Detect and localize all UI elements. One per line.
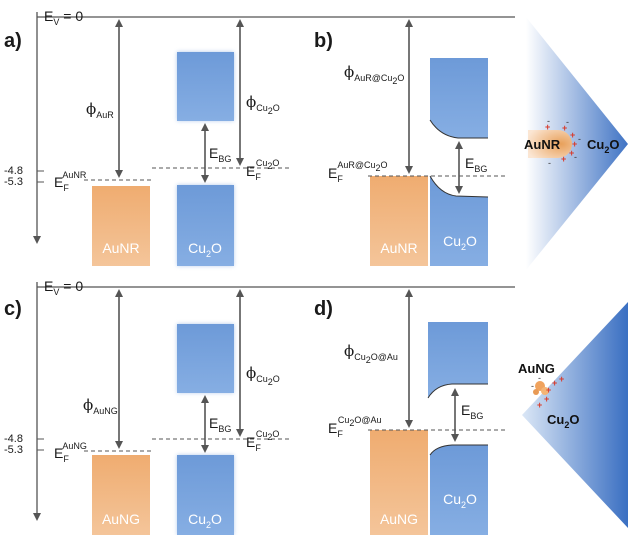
panel-d-vb-edge [429, 444, 488, 456]
vacuum-label-top: EV = 0 [44, 8, 83, 27]
panel-c-label: c) [4, 298, 22, 320]
svg-text:-: - [574, 152, 577, 162]
panel-b-label: b) [314, 30, 333, 52]
panel-c-metal-box [92, 455, 150, 535]
panel-a-ef-cu2o: EFCu2O [246, 158, 279, 182]
svg-text:+: + [559, 374, 564, 384]
illustration-bottom-cu2o [522, 302, 628, 528]
panel-a-cu2o-label: Cu2O [188, 240, 222, 259]
panel-d-metal-box [370, 430, 428, 535]
illustration-top-charges: ++ ++ ++ -- -- - [545, 116, 581, 168]
level-upper-label-bottom: -4.8 [4, 433, 23, 445]
svg-text:+: + [572, 139, 577, 149]
panel-b-ef: EFAuR@Cu2O [328, 160, 388, 184]
illustration-top-particle: AuNR [524, 137, 561, 152]
panel-b-metal-label: AuNR [380, 240, 417, 256]
panel-d-ef: EFCu2O@Au [328, 415, 382, 439]
panel-d-cb-bent [428, 322, 488, 398]
panel-b-cb-bent [430, 58, 488, 138]
illustration-bottom-aung [533, 381, 549, 395]
panel-d-vb-bent [430, 445, 488, 535]
svg-text:-: - [547, 116, 550, 126]
panel-c-phi-cu2o: ϕCu2O [246, 364, 280, 387]
panel-d-label: d) [314, 298, 333, 320]
level-lower-label-top: -5.3 [4, 176, 23, 188]
svg-text:+: + [545, 122, 550, 132]
panel-a-ebg: EBG [209, 145, 231, 164]
panel-b-cb-edge [429, 119, 488, 139]
panel-a-phi-cu2o: ϕCu2O [246, 93, 280, 116]
panel-c-ebg: EBG [209, 415, 231, 434]
illustration-top-aunr [528, 130, 572, 158]
panel-b-phi: ϕAuR@Cu2O [344, 63, 404, 86]
svg-text:+: + [561, 154, 566, 164]
panel-a-cb-block [177, 52, 234, 121]
panel-c-cu2o-label: Cu2O [188, 511, 222, 530]
panel-a-vb-block [177, 185, 234, 266]
panel-a-label: a) [4, 30, 22, 52]
panel-b-vb-bent [430, 176, 488, 266]
illustration-bottom-charges: ++ ++ +- - [531, 373, 564, 410]
panel-c-metal-label: AuNG [102, 511, 140, 527]
illustration-bottom-host: Cu2O [547, 412, 579, 430]
svg-text:-: - [548, 158, 551, 168]
svg-text:+: + [569, 148, 574, 158]
panel-b-ebg: EBG [465, 155, 487, 174]
svg-text:+: + [562, 123, 567, 133]
panel-d-cu2o-label: Cu2O [443, 491, 477, 510]
svg-text:-: - [578, 134, 581, 144]
panel-d-ebg: EBG [461, 402, 483, 421]
level-upper-label-top: -4.8 [4, 165, 23, 177]
vacuum-label-bottom: EV = 0 [44, 278, 83, 297]
svg-text:+: + [537, 400, 542, 410]
panel-b-metal-box [370, 176, 428, 266]
svg-text:+: + [570, 130, 575, 140]
panel-a-metal-box [92, 186, 150, 266]
illustration-top-host: Cu2O [587, 137, 619, 155]
panel-b-cu2o-label: Cu2O [443, 233, 477, 252]
svg-text:+: + [552, 378, 557, 388]
panel-c-vb-block [177, 455, 234, 535]
panel-c-cb-block [177, 324, 234, 393]
panel-d-phi: ϕCu2O@Au [344, 342, 398, 365]
illustration-bottom-particle: AuNG [518, 361, 555, 376]
svg-text:-: - [531, 381, 534, 391]
panel-a-metal-label: AuNR [102, 240, 139, 256]
illustration-top-cu2o [526, 17, 628, 270]
svg-text:-: - [538, 373, 541, 383]
panel-d-cb-edge [427, 383, 488, 399]
svg-text:-: - [566, 117, 569, 127]
panel-d-metal-label: AuNG [380, 511, 418, 527]
panel-c-ef-metal: EFAuNG [54, 441, 87, 464]
panel-b-vb-edge [429, 175, 489, 198]
svg-text:+: + [544, 394, 549, 404]
panel-a-ef-metal: EFAuNR [54, 170, 87, 193]
level-lower-label-bottom: -5.3 [4, 444, 23, 456]
panel-a-phi-metal: ϕAuR [86, 100, 114, 120]
svg-text:+: + [546, 385, 551, 395]
panel-c-ef-cu2o: EFCu2O [246, 429, 279, 453]
panel-c-phi-metal: ϕAuNG [83, 396, 118, 416]
